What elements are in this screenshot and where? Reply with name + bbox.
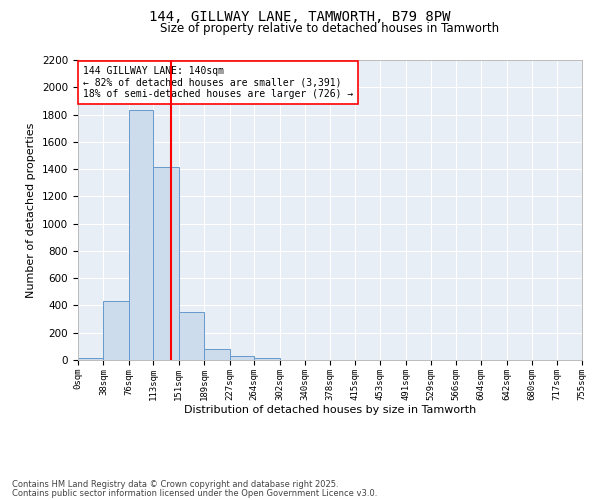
Bar (230, 356, 254, 360)
Bar (154, 167, 179, 360)
Bar (254, 358, 280, 360)
Y-axis label: Number of detached properties: Number of detached properties (26, 122, 37, 298)
Text: Contains public sector information licensed under the Open Government Licence v3: Contains public sector information licen… (12, 488, 377, 498)
Bar (129, 110, 154, 360)
Bar (103, 302, 129, 360)
Title: Size of property relative to detached houses in Tamworth: Size of property relative to detached ho… (160, 22, 500, 35)
Text: Contains HM Land Registry data © Crown copyright and database right 2025.: Contains HM Land Registry data © Crown c… (12, 480, 338, 489)
Bar (179, 312, 204, 360)
X-axis label: Distribution of detached houses by size in Tamworth: Distribution of detached houses by size … (184, 406, 476, 415)
Text: 144, GILLWAY LANE, TAMWORTH, B79 8PW: 144, GILLWAY LANE, TAMWORTH, B79 8PW (149, 10, 451, 24)
Text: 144 GILLWAY LANE: 140sqm
← 82% of detached houses are smaller (3,391)
18% of sem: 144 GILLWAY LANE: 140sqm ← 82% of detach… (83, 66, 353, 99)
Bar (204, 349, 230, 360)
Bar (78, 358, 103, 360)
